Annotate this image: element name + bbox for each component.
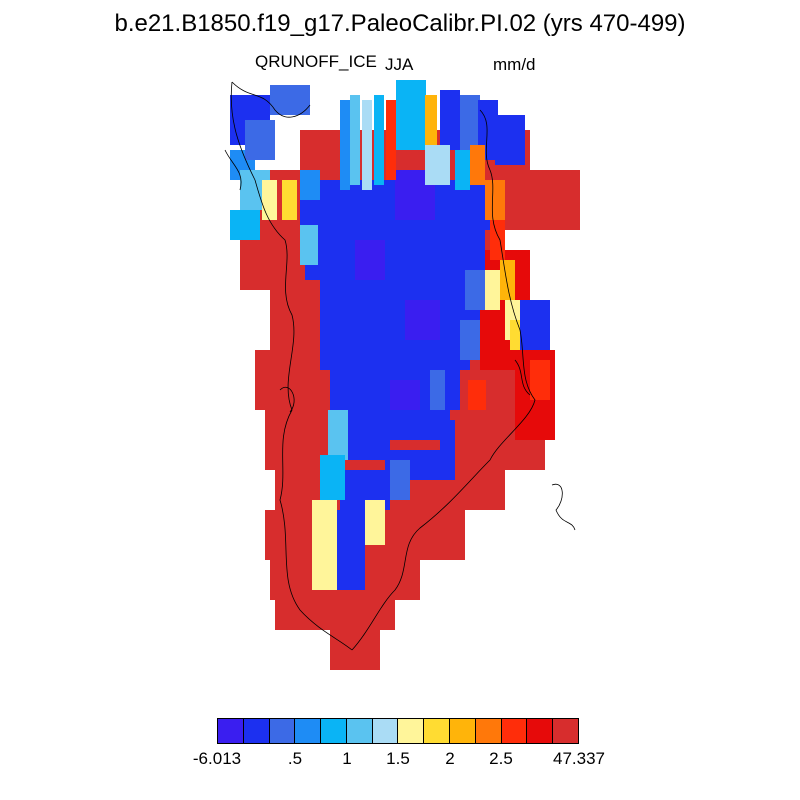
units-label: mm/d: [493, 55, 536, 74]
coastline-northwest: [231, 81, 311, 118]
colorbar-tick-label: 47.337: [553, 749, 605, 768]
colorbar-tick-label: 2.5: [489, 749, 513, 768]
grid-cell: [500, 260, 515, 300]
colorbar: [217, 718, 579, 744]
grid-cell: [262, 180, 277, 220]
colorbar-tick-label: 1.5: [386, 749, 410, 768]
grid-cell: [396, 80, 426, 150]
colorbar-swatch: [527, 719, 554, 743]
colorbar-tick-label: 1: [342, 749, 352, 768]
coastline-fjord-1: [279, 387, 295, 413]
grid-cell: [330, 630, 380, 670]
grid-cell: [350, 95, 360, 185]
colorbar-swatch: [475, 719, 502, 743]
grid-cell: [405, 300, 440, 340]
colorbar-swatch: [372, 719, 399, 743]
colorbar-swatch: [424, 719, 451, 743]
colorbar-swatch: [218, 719, 244, 743]
grid-cell: [275, 600, 395, 630]
grid-cell: [362, 100, 372, 190]
coastline-fjord-2: [514, 359, 531, 396]
field-name: QRUNOFF_ICE: [255, 52, 377, 71]
grid-cell: [320, 330, 470, 370]
coastline-island: [551, 483, 576, 531]
grid-cell: [340, 100, 350, 190]
grid-cell: [390, 380, 420, 410]
colorbar-swatch: [321, 719, 347, 743]
grid-cell: [300, 225, 318, 265]
grid-cell: [495, 115, 525, 165]
plot-title: b.e21.B1850.f19_g17.PaleoCalibr.PI.02 (y…: [114, 10, 686, 37]
coastline: [224, 81, 576, 651]
coastline-west: [230, 81, 353, 651]
grid-cell: [465, 270, 485, 310]
grid-cell: [485, 180, 505, 220]
colorbar-swatch: [269, 719, 296, 743]
colorbar-swatch: [243, 719, 270, 743]
colorbar-tick-label: 2: [445, 749, 455, 768]
grid-cell: [440, 90, 460, 150]
grid-cell: [300, 170, 320, 200]
grid-cell: [430, 370, 445, 410]
grid-cell: [320, 455, 345, 500]
colorbar-swatch: [295, 719, 322, 743]
coastline-east: [351, 109, 536, 651]
grid-cell: [425, 145, 450, 185]
grid-cell: [520, 300, 550, 350]
colorbar-swatch: [501, 719, 528, 743]
grid-cell: [470, 145, 485, 185]
grid-cell: [305, 230, 485, 280]
grid-cell: [270, 85, 310, 115]
grid-cell: [540, 400, 555, 430]
grid-cell: [468, 380, 486, 410]
grid-cell: [328, 410, 348, 460]
grid-cell: [282, 180, 297, 220]
grid-cell: [335, 510, 365, 590]
grid-cell: [460, 320, 480, 360]
colorbar-swatch: [553, 719, 578, 743]
colorbar-tick-label: -6.013: [192, 749, 242, 768]
grid-cell: [245, 120, 275, 160]
grid-cell: [230, 210, 260, 240]
grid-cell: [440, 420, 455, 450]
colorbar-swatch: [346, 719, 373, 743]
colorbar-swatch: [450, 719, 476, 743]
grid-cell: [386, 100, 396, 180]
grid-cell: [312, 500, 337, 590]
colorbar-swatch: [398, 719, 425, 743]
grid-cell: [530, 360, 550, 400]
grid-cell: [365, 500, 385, 545]
coastline-ellesmere: [224, 149, 242, 191]
grid-cell: [390, 460, 410, 500]
grid-cell: [355, 240, 385, 280]
colorbar-tick-label: .5: [287, 749, 303, 768]
greenland-runoff-map: [224, 80, 580, 670]
season-label: JJA: [385, 55, 414, 74]
grid-cell: [320, 280, 480, 330]
grid-cell: [485, 270, 500, 310]
grid-cell: [455, 150, 470, 190]
grid-cell: [490, 220, 505, 260]
grid-cell: [374, 95, 384, 185]
grid-cell: [460, 95, 480, 155]
grid-cells: [230, 80, 580, 670]
grid-cell: [330, 410, 450, 440]
